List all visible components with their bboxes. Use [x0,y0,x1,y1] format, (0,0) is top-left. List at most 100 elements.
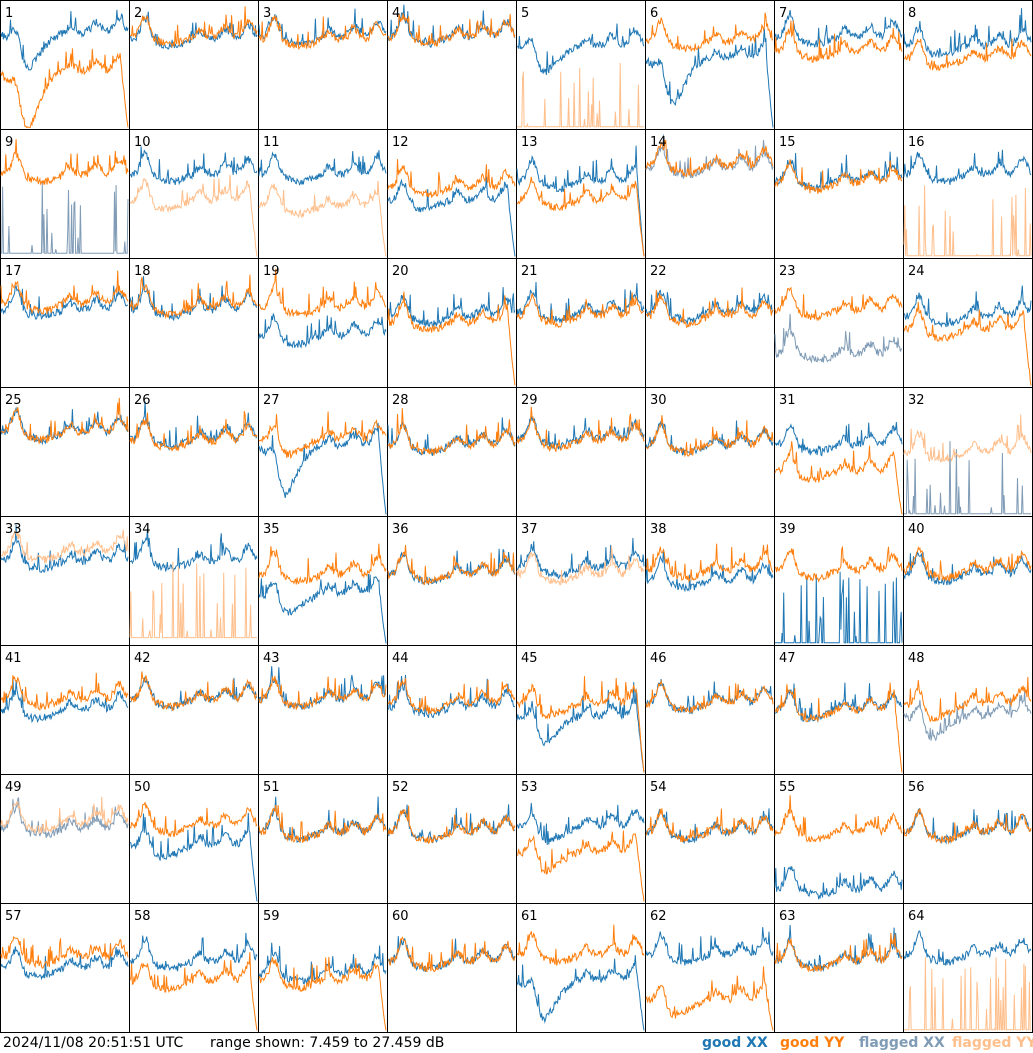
series-xx-46 [645,679,774,715]
series-xx-35 [258,573,387,644]
series-yy-7 [774,20,903,63]
series-yy-11 [258,180,387,257]
series-yy-55 [774,795,903,843]
series-xx-29 [516,416,645,450]
series-yy-32 [903,414,1032,464]
series-xx-62 [645,927,774,966]
series-xx-34 [129,528,258,573]
panel-64: 64 [903,903,1033,1033]
series-xx-25 [0,406,129,446]
panel-label: 11 [263,135,280,150]
panel-14: 14 [645,129,775,259]
series-xx-49 [0,797,129,838]
series-xx-26 [129,401,258,451]
series-yy-16 [903,185,1032,257]
panel-11: 11 [258,129,388,259]
series-xx-27 [258,423,387,515]
panel-label: 48 [908,651,925,666]
panel-label: 45 [521,651,538,666]
panel-label: 7 [779,6,787,21]
panel-label: 10 [134,135,151,150]
series-yy-22 [645,287,774,328]
panel-label: 14 [650,135,667,150]
series-yy-36 [387,544,516,586]
series-yy-44 [387,677,516,715]
panel-label: 2 [134,6,142,21]
panel-label: 20 [392,264,409,279]
panel-label: 33 [5,522,22,537]
panel-12: 12 [387,129,517,259]
series-xx-61 [516,955,645,1031]
panel-label: 31 [779,393,796,408]
panel-label: 57 [5,909,22,924]
panel-16: 16 [903,129,1033,259]
series-yy-58 [129,952,258,1031]
panel-label: 24 [908,264,925,279]
panel-42: 42 [129,645,259,775]
series-yy-18 [129,274,258,320]
series-yy-42 [129,671,258,712]
series-xx-2 [129,11,258,50]
panel-label: 34 [134,522,151,537]
series-yy-21 [516,292,645,329]
panel-61: 61 [516,903,646,1033]
panel-label: 26 [134,393,151,408]
panel-27: 27 [258,387,388,517]
panel-label: 52 [392,780,409,795]
series-xx-30 [645,420,774,456]
panel-label: 18 [134,264,151,279]
panel-label: 15 [779,135,796,150]
panel-7: 7 [774,0,904,130]
series-yy-33 [0,529,129,564]
panel-label: 64 [908,909,925,924]
panel-label: 37 [521,522,538,537]
panel-label: 3 [263,6,271,21]
series-yy-61 [516,924,645,966]
panel-3: 3 [258,0,388,130]
panel-label: 62 [650,909,667,924]
panel-60: 60 [387,903,517,1033]
panel-label: 21 [521,264,538,279]
panel-label: 42 [134,651,151,666]
panel-label: 50 [134,780,151,795]
panel-label: 61 [521,909,538,924]
series-yy-48 [903,676,1032,723]
panel-22: 22 [645,258,775,388]
series-xx-50 [129,812,258,902]
series-xx-12 [387,176,516,257]
series-xx-55 [774,865,903,900]
series-yy-30 [645,415,774,458]
series-yy-56 [903,808,1032,845]
panel-label: 39 [779,522,796,537]
panel-label: 25 [5,393,22,408]
panel-23: 23 [774,258,904,388]
series-yy-46 [645,679,774,714]
series-yy-29 [516,406,645,453]
series-xx-54 [645,808,774,844]
panel-57: 57 [0,903,130,1033]
panel-37: 37 [516,516,646,646]
series-xx-32 [904,441,1031,515]
series-xx-5 [516,23,645,76]
series-yy-28 [387,408,516,456]
series-xx-23 [774,313,903,364]
series-yy-50 [129,802,258,837]
panel-25: 25 [0,387,130,517]
panel-45: 45 [516,645,646,775]
series-xx-24 [903,285,1032,328]
panel-label: 22 [650,264,667,279]
panel-10: 10 [129,129,259,259]
panel-31: 31 [774,387,904,517]
series-yy-26 [129,410,258,452]
panel-49: 49 [0,774,130,904]
panel-43: 43 [258,645,388,775]
series-xx-19 [258,312,387,349]
panel-59: 59 [258,903,388,1033]
series-yy-59 [258,956,387,1031]
series-yy-24 [903,302,1032,386]
series-xx-10 [129,146,258,186]
panel-label: 49 [5,780,22,795]
series-yy-3 [258,15,387,50]
panel-label: 9 [5,135,13,150]
panel-label: 54 [650,780,667,795]
